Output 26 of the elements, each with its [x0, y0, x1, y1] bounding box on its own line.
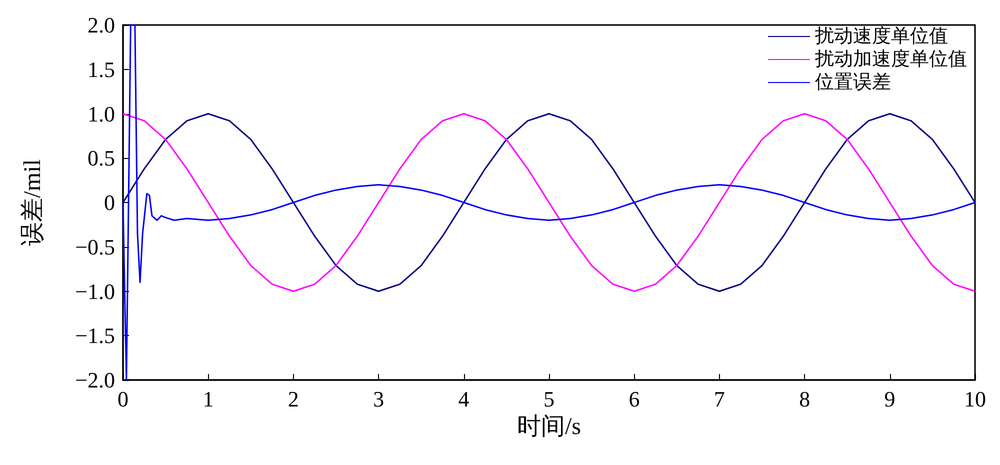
y-tick-label: 1.0 — [88, 101, 115, 126]
x-tick-label: 7 — [714, 386, 725, 412]
y-tick-label: −2.0 — [75, 368, 115, 392]
x-tick-label: 1 — [202, 386, 214, 412]
legend-label: 扰动速度单位值 — [814, 25, 948, 47]
legend-label: 位置误差 — [815, 72, 891, 93]
y-axis-title: 误差/mil — [20, 158, 46, 246]
x-tick-label: 8 — [799, 386, 810, 412]
x-tick-label: 9 — [884, 386, 896, 412]
y-tick-label: 1.5 — [88, 56, 115, 82]
legend-label: 扰动加速度单位值 — [814, 48, 967, 70]
x-tick-label: 6 — [628, 386, 640, 412]
x-axis-title: 时间/s — [516, 414, 582, 440]
x-tick-label: 5 — [544, 386, 554, 412]
y-tick-label: 0 — [104, 190, 115, 215]
x-tick-label: 4 — [458, 386, 470, 412]
y-tick-label: 2.0 — [88, 12, 115, 38]
line-series — [122, 113, 976, 292]
y-tick-label: −0.5 — [75, 234, 115, 260]
y-tick-label: 0.5 — [88, 146, 115, 171]
y-tick-label: −1.0 — [75, 278, 115, 304]
line-series — [122, 24, 976, 381]
x-tick-label: 3 — [373, 386, 384, 412]
y-tick-label: −1.5 — [75, 323, 115, 348]
x-tick-label: 10 — [964, 386, 986, 412]
x-tick-label: 2 — [288, 386, 299, 412]
